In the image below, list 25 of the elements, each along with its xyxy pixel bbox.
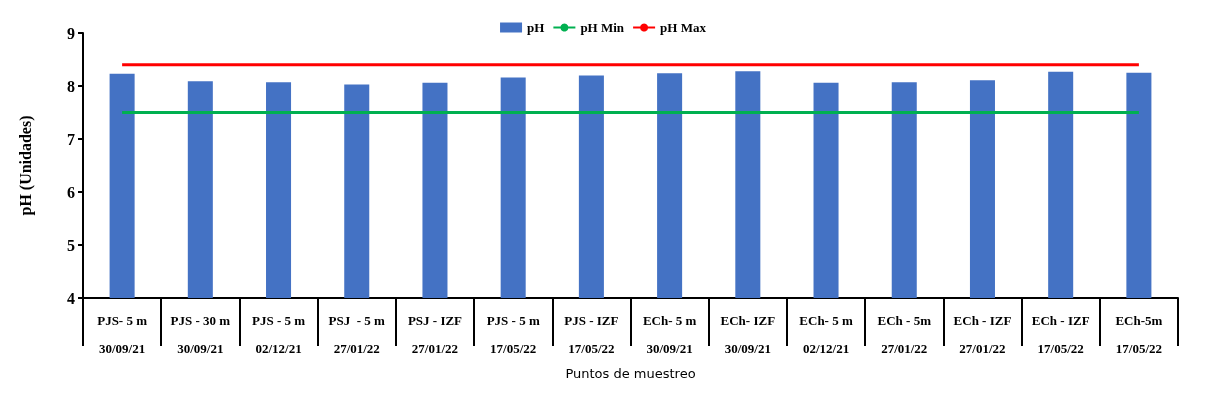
x-tick-label: ECh - IZF 17/05/22 bbox=[1031, 312, 1090, 356]
x-tick-label: PSJ - IZF 27/01/22 bbox=[407, 312, 463, 356]
x-tick-label: PJS - 5 m 02/12/21 bbox=[251, 312, 306, 356]
y-tick-label: 8 bbox=[67, 77, 75, 95]
legend-label: pH bbox=[527, 20, 545, 35]
x-tick-label: PJS - IZF 17/05/22 bbox=[564, 312, 619, 356]
x-tick-label: ECh-5m 17/05/22 bbox=[1115, 312, 1163, 356]
x-tick-label: ECh- 5 m 02/12/21 bbox=[799, 312, 853, 356]
x-axis-title: Puntos de muestreo bbox=[565, 365, 696, 381]
x-tick-label: ECh - IZF 27/01/22 bbox=[953, 312, 1012, 356]
x-tick-label: PSJ - 5 m 27/01/22 bbox=[328, 312, 386, 356]
legend-label: pH Min bbox=[580, 20, 625, 35]
y-tick-label: 5 bbox=[67, 236, 75, 254]
y-tick-label: 9 bbox=[67, 24, 75, 42]
y-tick-label: 4 bbox=[67, 289, 75, 307]
x-tick-label: PJS- 5 m 30/09/21 bbox=[97, 312, 148, 356]
x-tick-label: ECh - 5m 27/01/22 bbox=[877, 312, 932, 356]
y-tick-label: 6 bbox=[67, 183, 75, 201]
y-axis-title: pH (Unidades) bbox=[16, 115, 35, 216]
x-tick-label: ECh- 5 m 30/09/21 bbox=[642, 312, 697, 356]
x-tick-label: PJS - 30 m 30/09/21 bbox=[170, 312, 231, 356]
legend-label: pH Max bbox=[660, 20, 707, 35]
x-tick-label: ECh- IZF 30/09/21 bbox=[720, 312, 776, 356]
x-tick-label: PJS - 5 m 17/05/22 bbox=[486, 312, 540, 356]
y-tick-label: 7 bbox=[67, 130, 75, 148]
